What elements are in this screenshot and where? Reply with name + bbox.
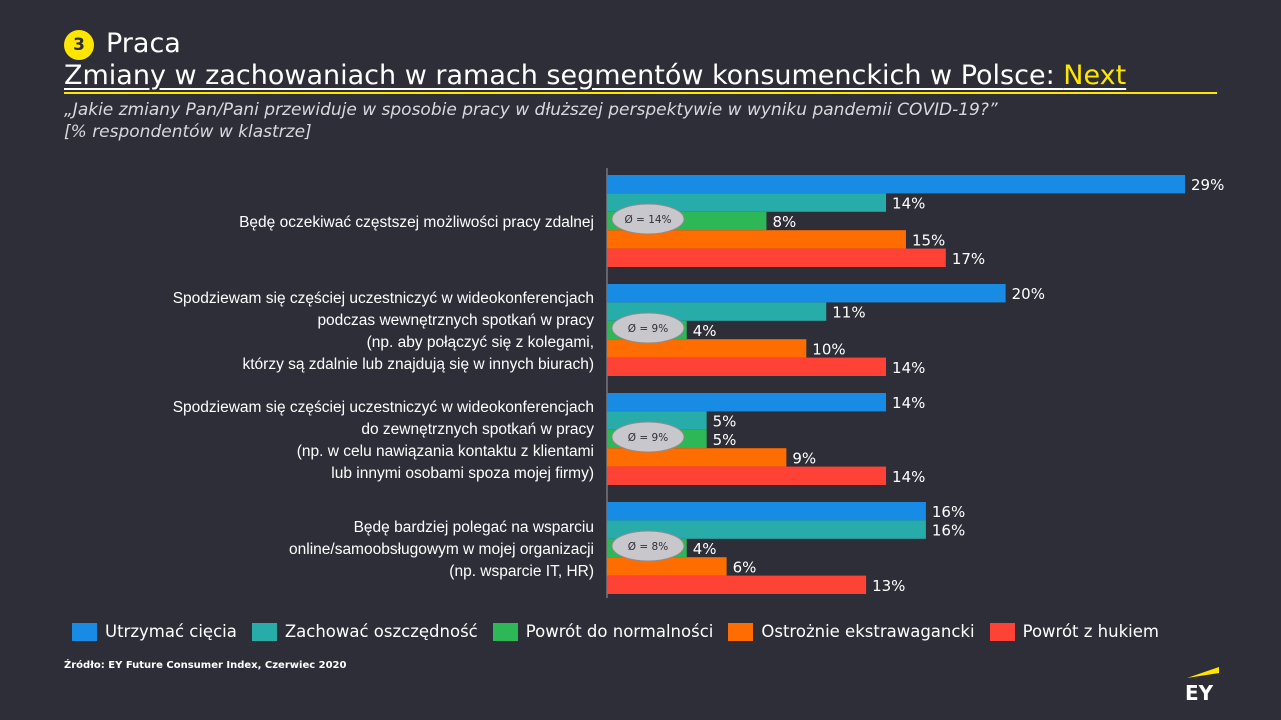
bar [607,575,867,594]
ey-logo: EY [1185,667,1219,704]
bar-value-label: 16% [932,522,965,540]
bar [607,502,926,521]
bar [607,339,807,358]
title-accent: Next [1063,60,1127,91]
average-label: Ø = 9% [628,323,668,335]
bar [607,466,887,485]
bar [607,393,887,412]
average-badge [611,530,685,562]
bar-value-label: 16% [932,503,965,521]
bar-value-label: 14% [892,359,925,377]
category-label: online/samoobsługowym w mojej organizacj… [289,541,594,558]
bar [607,557,727,576]
bar-value-label: 4% [693,322,717,340]
category-label: (np. wsparcie IT, HR) [449,563,594,580]
bar [607,284,1006,303]
average-badge [611,203,685,235]
legend-label: Powrót z hukiem [1022,622,1159,641]
bar [607,230,906,249]
legend-swatch [251,622,277,641]
legend-label: Ostrożnie ekstrawagancki [761,622,975,641]
legend-swatch [492,622,518,641]
average-badge [611,312,685,344]
question-text: „Jakie zmiany Pan/Pani przewiduje w spos… [64,100,998,120]
bar-value-label: 4% [693,540,717,558]
legend-label: Utrzymać cięcia [105,622,237,641]
bar [607,193,887,212]
category-label: do zewnętrznych spotkań w pracy [361,421,594,438]
section-number-badge: 3 [64,30,94,60]
average-label: Ø = 9% [628,432,668,444]
legend-label: Zachować oszczędność [284,622,478,641]
bar [607,175,1185,194]
bar [607,248,946,267]
bar-value-label: 15% [912,231,945,249]
category-label: lub innymi osobami spoza mojej firmy) [331,465,594,482]
average-badge [611,421,685,453]
bar [607,357,887,376]
bar-value-label: 11% [832,304,865,322]
legend-swatch [728,622,754,641]
category-label: Będę oczekiwać częstszej możliwości prac… [239,214,594,231]
bar [607,520,926,539]
bar [607,448,787,467]
bar-value-label: 14% [892,195,925,213]
page-title: Zmiany w zachowaniach w ramach segmentów… [64,60,1217,91]
survey-question: „Jakie zmiany Pan/Pani przewiduje w spos… [64,99,998,143]
category-label: (np. w celu nawiązania kontaktu z klient… [297,443,594,460]
legend-item: Ostrożnie ekstrawagancki [728,622,975,641]
legend-swatch [72,622,97,641]
title-block: Zmiany w zachowaniach w ramach segmentów… [64,60,1217,94]
logo-text: EY [1185,681,1214,704]
bar-value-label: 29% [1191,176,1224,194]
bar-value-label: 5% [713,431,737,449]
bar-value-label: 14% [892,468,925,486]
bar-value-label: 20% [1012,285,1045,303]
title-main: Zmiany w zachowaniach w ramach segmentów… [64,60,1064,91]
bar-value-label: 5% [713,413,737,431]
question-unit-note: [% respondentów w klastrze] [64,122,312,142]
legend-swatch [989,622,1015,641]
category-label: którzy są zdalnie lub znajdują się w inn… [242,356,594,373]
legend-item: Utrzymać cięcia [72,622,237,641]
bar-value-label: 17% [952,250,985,268]
average-label: Ø = 14% [624,214,671,226]
category-label: (np. aby połączyć się z kolegami, [367,334,594,351]
logo-beam-icon [1187,667,1219,678]
bar-value-label: 14% [892,394,925,412]
chart-legend: Utrzymać cięcia Zachować oszczędność Powró… [72,622,1174,641]
category-label: podczas wewnętrznych spotkań w pracy [317,312,594,329]
bar-value-label: 6% [733,558,757,576]
average-label: Ø = 8% [628,541,668,553]
bar-value-label: 10% [812,340,845,358]
bar-value-label: 8% [772,213,796,231]
legend-item: Zachować oszczędność [251,622,478,641]
category-label: Spodziewam się częściej uczestniczyć w w… [173,399,594,416]
legend-label: Powrót do normalności [525,622,714,641]
bar-value-label: 13% [872,577,905,595]
category-label: Będę bardziej polegać na wsparciu [354,519,594,536]
category-label: Spodziewam się częściej uczestniczyć w w… [173,290,594,307]
bar-chart: 29% 14% 8% 15% 17% Ø = 14% Będę oczekiwać częs… [173,168,1224,598]
legend-item: Powrót z hukiem [989,622,1159,641]
section-label: Praca [106,28,181,59]
legend-item: Powrót do normalności [492,622,714,641]
source-note: Źródło: EY Future Consumer Index, Czerwi… [64,660,347,671]
bar-value-label: 9% [792,449,816,467]
